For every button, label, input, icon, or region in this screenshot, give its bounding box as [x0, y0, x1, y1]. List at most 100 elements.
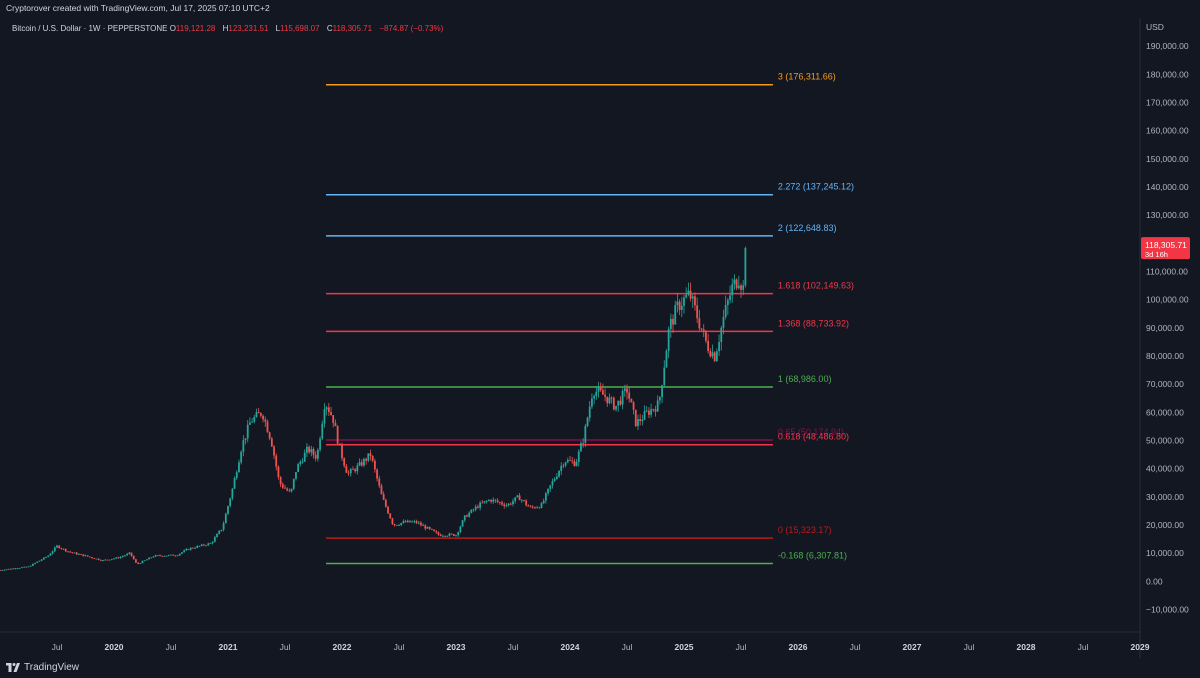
candle-body	[34, 562, 36, 564]
price-axis[interactable]: −10,000.00 0.00 10,000.00 20,000.00 30,000.0…	[1146, 41, 1189, 614]
candle-body	[417, 522, 420, 524]
candle-body	[542, 500, 545, 504]
candle-body	[654, 409, 657, 412]
candle-body	[286, 488, 289, 491]
candle-body	[483, 501, 486, 503]
candle-body	[242, 440, 245, 452]
candle-body	[402, 521, 405, 523]
candle-body	[492, 499, 495, 502]
candle-body	[354, 469, 357, 472]
candle-body	[457, 531, 460, 536]
candle-body	[437, 532, 440, 535]
candle-body	[113, 558, 115, 560]
candle-body	[724, 305, 727, 318]
time-tick-label: 2027	[903, 642, 922, 652]
price-tick-label: 50,000.00	[1146, 435, 1184, 445]
candle-body	[181, 552, 183, 554]
candle-body	[119, 557, 122, 559]
candle-body	[88, 556, 91, 558]
candle-body	[623, 388, 626, 391]
candle-body	[564, 462, 567, 466]
candle-body	[99, 559, 102, 561]
candle-body	[152, 556, 155, 558]
candle-body	[395, 525, 398, 526]
symbol-legend[interactable]: Bitcoin / U.S. Dollar · 1W · PEPPERSTONE…	[12, 24, 448, 33]
candle-body	[726, 300, 729, 306]
candle-body	[295, 472, 297, 479]
candle-body	[42, 557, 45, 560]
candle-body	[698, 318, 701, 329]
candle-body	[84, 555, 87, 557]
candle-body	[498, 502, 501, 503]
price-tick-label: 70,000.00	[1146, 379, 1184, 389]
price-chart[interactable]: 3 (176,311.66) 2.272 (137,245.12) 2 (122,6…	[0, 18, 1200, 658]
time-tick-label: Jul	[622, 642, 633, 652]
candle-body	[501, 502, 503, 505]
candle-body	[31, 563, 34, 566]
candle-body	[459, 526, 462, 532]
candle-body	[95, 558, 98, 560]
candle-body	[5, 569, 8, 571]
candle-body	[262, 415, 264, 420]
candle-body	[154, 555, 157, 557]
candle-body	[674, 305, 677, 325]
candle-body	[21, 567, 23, 569]
candle-body	[707, 340, 710, 352]
candle-body	[259, 413, 262, 416]
candle-body	[255, 412, 258, 417]
candle-body	[720, 327, 723, 342]
price-tick-label: 110,000.00	[1146, 266, 1188, 276]
candle-body	[358, 462, 361, 466]
candle-body	[628, 392, 631, 399]
candle-body	[240, 451, 243, 463]
price-tick-label: 80,000.00	[1146, 351, 1184, 361]
candle-body	[145, 559, 148, 561]
candle-body	[218, 530, 221, 534]
currency-label[interactable]: USD	[1146, 22, 1164, 32]
candle-body	[270, 438, 273, 447]
candle-body	[369, 453, 372, 456]
candle-body	[229, 498, 232, 507]
candle-body	[685, 294, 688, 298]
candle-body	[661, 385, 663, 398]
candle-body	[163, 555, 166, 557]
tradingview-brand[interactable]: TradingView	[6, 662, 79, 673]
candle-body	[553, 478, 556, 482]
candle-body	[10, 568, 12, 570]
candle-body	[330, 412, 332, 416]
symbol-title[interactable]: Bitcoin / U.S. Dollar · 1W · PEPPERSTONE	[12, 24, 168, 33]
fib-level-label: -0.168 (6,307.81)	[778, 551, 847, 561]
candle-body	[446, 535, 449, 537]
candle-body	[448, 533, 451, 536]
candle-body	[531, 506, 534, 508]
candle-body	[558, 470, 560, 477]
candle-body	[617, 400, 620, 406]
candle-body	[705, 330, 707, 341]
candle-body	[224, 513, 227, 524]
candle-body	[547, 488, 549, 494]
time-tick-label: 2024	[561, 642, 580, 652]
time-tick-label: 2026	[789, 642, 808, 652]
candle-body	[139, 563, 142, 564]
candle-body	[452, 534, 455, 536]
time-axis[interactable]: Jul 2020 Jul 2021 Jul 2022 Jul 2023 Jul 2024 Jul 20…	[52, 642, 1150, 652]
candle-body	[551, 481, 554, 486]
candle-body	[562, 465, 565, 467]
fib-extension-tool[interactable]: 3 (176,311.66) 2.272 (137,245.12) 2 (122,6…	[326, 72, 854, 565]
candle-body	[477, 506, 479, 508]
candle-body	[67, 551, 69, 553]
candle-body	[284, 487, 286, 489]
candle-body	[658, 397, 661, 401]
candle-body	[275, 455, 278, 467]
candle-body	[137, 562, 140, 564]
candle-body	[566, 459, 569, 463]
time-tick-label: 2023	[447, 642, 466, 652]
fib-level-label: 3 (176,311.66)	[778, 72, 836, 82]
candle-body	[507, 503, 510, 506]
candle-body	[165, 555, 168, 557]
candle-body	[420, 522, 422, 526]
candle-body	[279, 477, 282, 485]
tradingview-logo-icon	[6, 662, 20, 672]
candle-body	[3, 569, 6, 571]
candle-body	[338, 443, 341, 446]
